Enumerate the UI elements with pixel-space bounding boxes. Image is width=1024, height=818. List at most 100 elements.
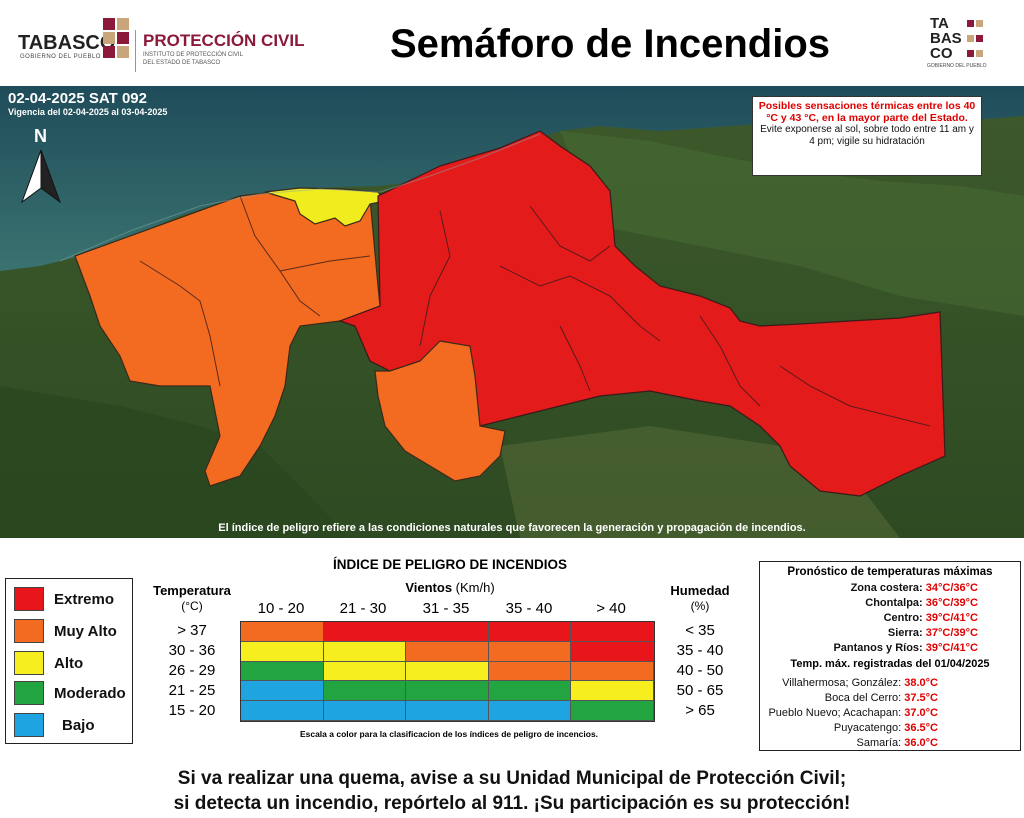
index-table-title: ÍNDICE DE PELIGRO DE INCENDIOS (332, 557, 568, 572)
footer-line-2: si detecta un incendio, repórtelo al 911… (173, 793, 851, 814)
legend-swatch (14, 681, 44, 705)
temperature-range: 15 - 20 (168, 702, 216, 719)
temperature-range: 26 - 29 (168, 662, 216, 679)
tabasco-emblem-icon (103, 18, 129, 58)
temperature-range: 30 - 36 (168, 642, 216, 659)
legend-label: Muy Alto (54, 623, 117, 640)
tabasco-wordmark: TABASCO (18, 32, 116, 54)
forecast-zone-row: Pantanos y Ríos: 39°C/41°C (833, 642, 978, 654)
risk-cell (323, 641, 407, 662)
wind-range: > 40 (596, 600, 626, 617)
forecast-zone-row: Sierra: 37°C/39°C (887, 627, 978, 639)
risk-legend: Extremo Muy Alto Alto Moderado Bajo (5, 578, 133, 744)
risk-cell (323, 661, 407, 682)
registered-temp-row: Villahermosa; González: 38.0°C (782, 677, 938, 689)
region-muy-alto-south (374, 340, 506, 482)
risk-color-matrix (240, 621, 655, 722)
humidity-range: 40 - 50 (676, 662, 724, 679)
tabasco-subtitle: GOBIERNO DEL PUEBLO (20, 54, 101, 60)
risk-cell (323, 622, 407, 642)
risk-cell (241, 641, 324, 662)
risk-cell (241, 661, 324, 682)
scale-caption: Escala a color para la clasificacion de … (299, 729, 599, 739)
risk-cell (406, 661, 489, 682)
footer-message: Si va realizar una quema, avise a su Uni… (0, 766, 1024, 816)
north-arrow-icon: N (16, 126, 66, 206)
temperature-unit: (°C) (181, 599, 203, 613)
registered-temp-row: Samaría: 36.0°C (856, 737, 938, 749)
humidity-range: > 65 (685, 702, 715, 719)
fire-risk-map: 02-04-2025 SAT 092 Vigencia del 02-04-20… (0, 86, 1024, 538)
north-label: N (34, 126, 47, 146)
wind-header: Vientos (Km/h) (405, 580, 495, 595)
tabasco-emblem-icon (967, 20, 983, 57)
legend-swatch (14, 587, 44, 611)
registered-temp-row: Boca del Cerro: 37.5°C (824, 692, 938, 704)
legend-label: Bajo (62, 717, 95, 734)
legend-swatch (14, 651, 44, 675)
risk-cell (571, 701, 654, 721)
risk-cell (571, 681, 654, 702)
forecast-zone-row: Chontalpa: 36°C/39°C (865, 597, 978, 609)
proteccion-civil-sub2: DEL ESTADO DE TABASCO (143, 60, 221, 66)
risk-cell (406, 622, 489, 642)
legend-swatch (14, 713, 44, 737)
tabasco-stacked-logo: TA BAS CO (930, 15, 962, 62)
temperature-header: Temperatura (153, 583, 231, 598)
wind-range: 21 - 30 (339, 600, 387, 617)
humidity-range: 35 - 40 (676, 642, 724, 659)
proteccion-civil-sub1: INSTITUTO DE PROTECCIÓN CIVIL (143, 52, 243, 58)
map-caption: El índice de peligro refiere a las condi… (218, 522, 806, 534)
risk-cell (323, 701, 407, 721)
satellite-map-image (0, 86, 1024, 538)
header: TABASCO GOBIERNO DEL PUEBLO PROTECCIÓN C… (0, 0, 1024, 86)
footer-line-1: Si va realizar una quema, avise a su Uni… (177, 768, 847, 789)
risk-cell (406, 681, 489, 702)
wind-range: 31 - 35 (422, 600, 470, 617)
wind-range: 35 - 40 (505, 600, 553, 617)
legend-label: Alto (54, 655, 84, 672)
risk-cell (488, 661, 572, 682)
registered-temp-row: Puyacatengo: 36.5°C (833, 722, 938, 734)
risk-cell (488, 622, 572, 642)
temperature-range: 21 - 25 (168, 682, 216, 699)
heat-advice-text: Evite exponerse al sol, sobre todo entre… (760, 124, 974, 147)
risk-cell (323, 681, 407, 702)
risk-cell (241, 701, 324, 721)
risk-cell (488, 641, 572, 662)
risk-cell (406, 701, 489, 721)
legend-label: Extremo (54, 591, 115, 608)
sea-area (0, 86, 1024, 271)
temperature-forecast-box: Pronóstico de temperaturas máximas Zona … (759, 561, 1021, 751)
proteccion-civil-title: PROTECCIÓN CIVIL (143, 31, 305, 50)
risk-cell (571, 641, 654, 662)
registered-temp-row: Pueblo Nuevo; Acachapan: 37.0°C (768, 707, 938, 719)
wind-range: 10 - 20 (257, 600, 305, 617)
risk-cell (241, 622, 324, 642)
bulletin-date-code: 02-04-2025 SAT 092 (8, 90, 147, 107)
heat-alert-text: Posibles sensaciones térmicas entre los … (758, 100, 976, 124)
humidity-range: < 35 (685, 622, 715, 639)
humidity-range: 50 - 65 (676, 682, 724, 699)
forecast-zone-row: Centro: 39°C/41°C (883, 612, 978, 624)
humidity-unit: (%) (690, 599, 710, 613)
humidity-header: Humedad (670, 583, 730, 598)
risk-cell (488, 681, 572, 702)
municipality-borders (139, 195, 931, 427)
legend-swatch (14, 619, 44, 643)
risk-cell (571, 661, 654, 682)
risk-cell (571, 622, 654, 642)
temperature-range: > 37 (177, 622, 207, 639)
risk-cell (488, 701, 572, 721)
risk-cell (241, 681, 324, 702)
tabasco-protection-civil-logo: TABASCO GOBIERNO DEL PUEBLO PROTECCIÓN C… (18, 14, 318, 72)
logo-divider (135, 30, 136, 72)
region-alto-coast (264, 187, 387, 227)
page-title: Semáforo de Incendios (389, 22, 831, 66)
forecast-title: Pronóstico de temperaturas máximas (787, 566, 993, 578)
bulletin-validity: Vigencia del 02-04-2025 al 03-04-2025 (8, 107, 168, 117)
tabasco-right-subtitle: GOBIERNO DEL PUEBLO (927, 63, 987, 69)
forecast-zone-row: Zona costera: 34°C/36°C (850, 582, 978, 594)
tabasco-logo-right: TA BAS CO GOBIERNO DEL PUEBLO (925, 14, 995, 74)
risk-cell (406, 641, 489, 662)
